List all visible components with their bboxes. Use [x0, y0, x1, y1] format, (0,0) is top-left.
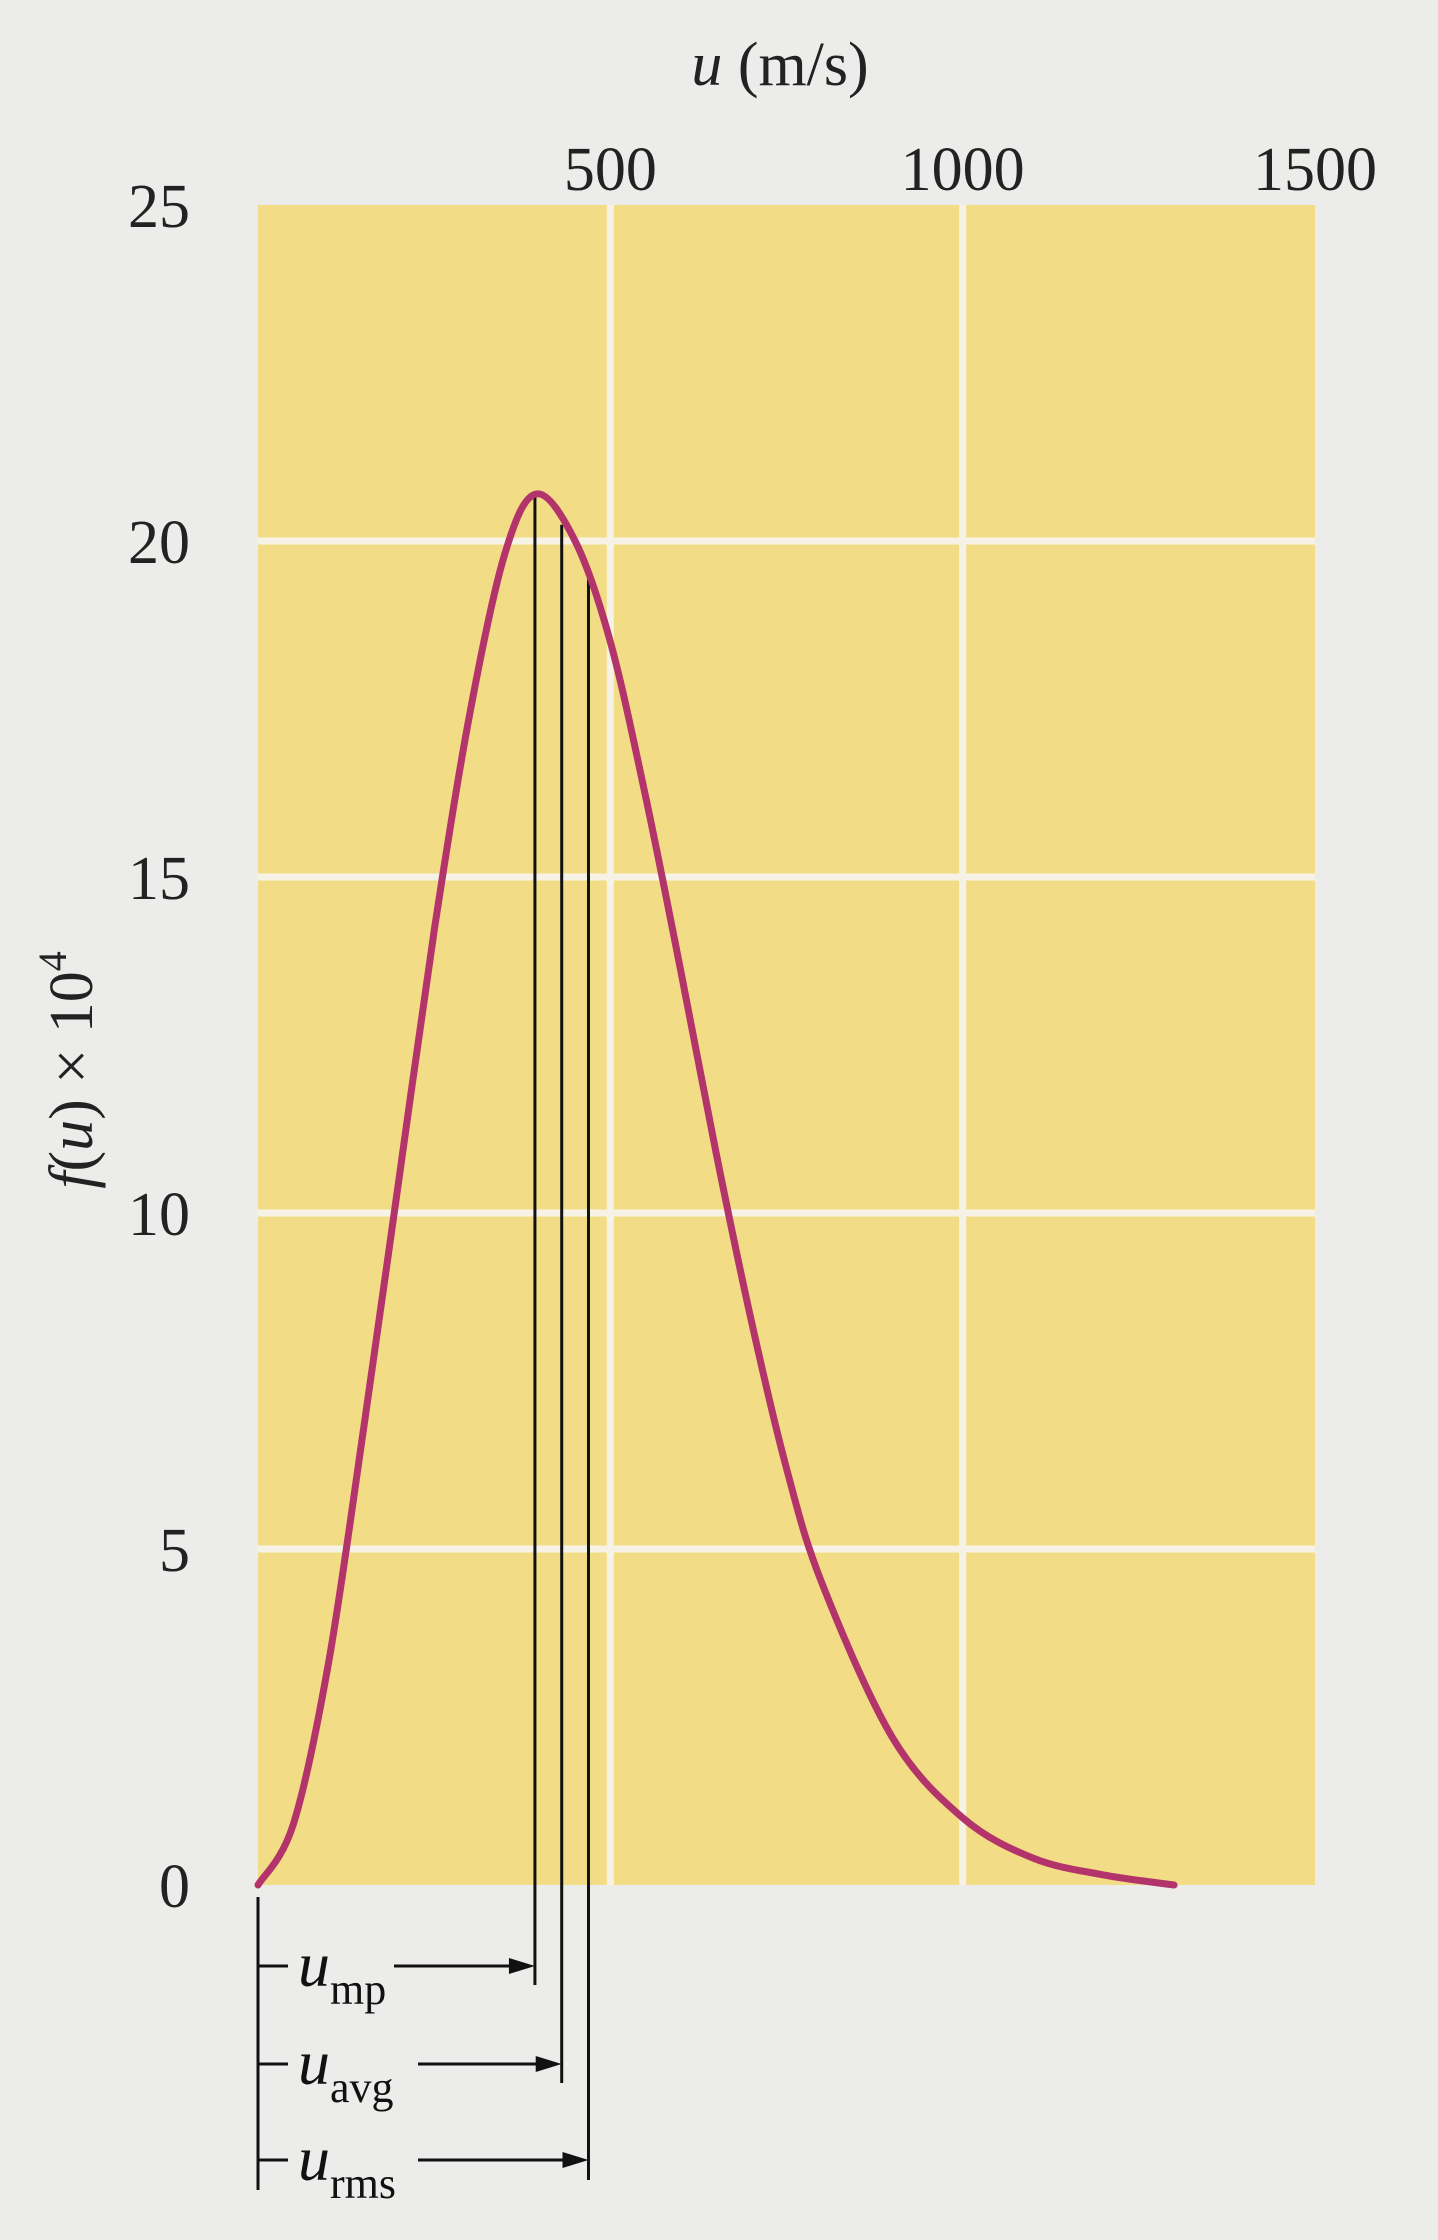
y-tick-label: 15 [128, 845, 190, 913]
x-tick-label: 1500 [1253, 136, 1377, 204]
x-tick-label: 500 [564, 136, 657, 204]
marker-label-mp: ump [298, 1929, 386, 2014]
y-axis-title: f(u) × 104 [30, 951, 106, 1189]
marker-arrow-head-mp [508, 1958, 535, 1974]
marker-label-avg: uavg [298, 2027, 394, 2112]
marker-subscript: avg [330, 2063, 394, 2112]
grid-lines [258, 205, 1315, 1885]
marker-subscript: rms [330, 2159, 396, 2208]
x-tick-label: 1000 [901, 136, 1025, 204]
y-tick-label: 10 [128, 1181, 190, 1249]
plot-background [258, 205, 1315, 1885]
marker-label-rms: urms [298, 2123, 396, 2208]
speed-marker-lines [256, 496, 590, 2190]
y-tick-labels: 0 5 10 15 20 25 [128, 173, 190, 1921]
marker-symbol: u [298, 2123, 330, 2194]
y-axis-var: u [38, 1120, 106, 1151]
y-tick-label: 20 [128, 509, 190, 577]
y-tick-label: 25 [128, 173, 190, 241]
x-tick-labels: 500 1000 1500 [564, 136, 1377, 204]
marker-subscript: mp [330, 1965, 386, 2014]
y-axis-exponent: 4 [30, 951, 75, 971]
x-axis-var: u [691, 31, 722, 99]
distribution-curve [254, 490, 1178, 1889]
marker-arrow-head-avg [535, 2056, 562, 2072]
marker-symbol: u [298, 1929, 330, 2000]
x-axis-title: u (m/s) [691, 31, 868, 99]
x-axis-unit: (m/s) [722, 31, 868, 99]
marker-arrow-head-rms [562, 2152, 589, 2168]
y-axis-suffix: × 10 [38, 971, 106, 1099]
y-tick-label: 5 [159, 1517, 190, 1585]
y-tick-label: 0 [159, 1853, 190, 1921]
marker-symbol: u [298, 2027, 330, 2098]
